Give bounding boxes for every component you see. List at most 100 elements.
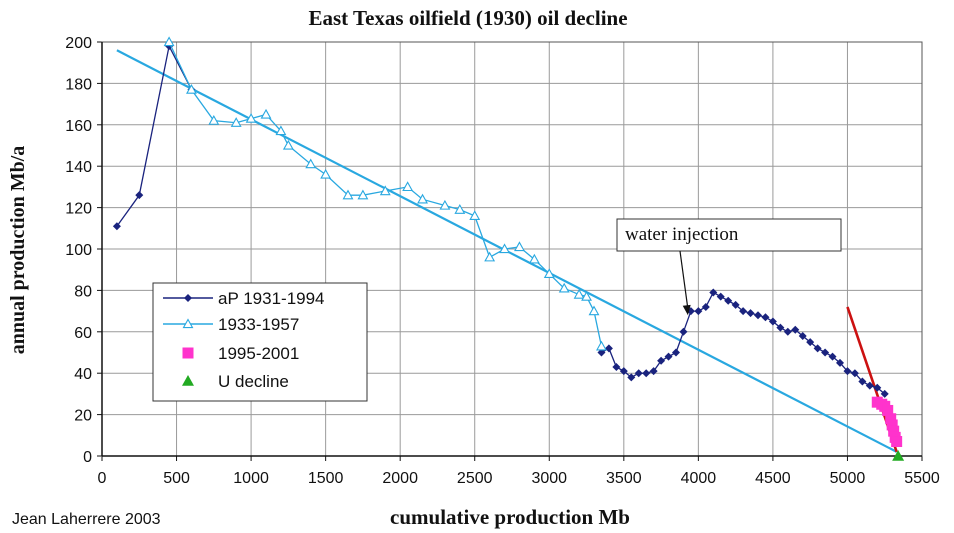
data-point [619,367,628,376]
y-tick-label: 40 [74,366,92,383]
legend-marker [182,318,194,329]
data-point [275,125,287,136]
y-tick-label: 60 [74,325,92,342]
y-tick-labels: 0 20 40 60 80 100 120 140 160 180 200 [65,35,92,466]
x-tick-label: 1000 [233,470,269,487]
data-point [886,419,898,431]
x-tick-label: 0 [98,470,107,487]
series-line [116,44,193,227]
y-tick-label: 180 [65,76,92,93]
legend-marker [182,347,194,359]
data-point [731,300,740,309]
data-point [230,117,242,127]
data-point [642,369,651,378]
data-point [709,288,718,297]
legend-entry: U decline [182,372,289,391]
series-1 [112,42,889,398]
data-point [701,302,710,311]
data-point [885,413,897,425]
data-point [880,389,889,398]
data-point [597,348,606,357]
x-tick-label: 3500 [606,470,642,487]
series-3 [871,396,903,448]
data-series [112,36,905,461]
data-point [836,358,844,367]
data-point [679,327,688,336]
data-point [379,185,391,196]
data-point [454,204,466,214]
data-point [543,268,555,278]
annotation-text: water injection [625,224,739,245]
x-tick-label: 5000 [830,470,866,487]
data-point [573,288,585,299]
data-point [634,369,643,378]
data-point [402,181,414,192]
y-axis-label: annual production Mb/a [7,146,29,355]
data-point [850,369,859,378]
series-4 [892,450,905,461]
credit-text: Jean Laherrere 2003 [12,511,161,528]
data-point [320,168,332,179]
x-tick-label: 500 [163,470,190,487]
data-point [664,352,673,361]
data-point [843,367,852,376]
data-point [417,193,428,204]
y-tick-label: 160 [65,118,92,135]
x-tick-label: 2000 [382,470,418,487]
y-tick-label: 120 [65,201,92,218]
data-point [469,210,481,221]
data-point [588,305,600,316]
data-point [891,436,903,448]
data-point [208,115,220,125]
data-point [649,367,658,376]
data-point [163,36,175,47]
data-point [821,348,830,357]
data-point [627,373,636,382]
data-point [806,338,815,347]
annotation-arrow [679,250,689,310]
x-tick-labels: 0 500 1000 1500 2000 2500 3000 3500 4000 4500 5000… [98,470,940,487]
data-point [783,327,792,336]
data-point [892,450,905,461]
x-tick-label: 4000 [681,470,717,487]
data-point [581,290,592,301]
data-point [672,348,680,357]
legend-entry: 1933-1957 [163,315,299,334]
legend-label: U decline [218,372,289,391]
data-point [791,325,800,334]
y-tick-label: 100 [65,242,92,259]
data-point [865,381,874,390]
data-point [596,340,607,351]
data-point [724,296,733,305]
legend-label: 1933-1957 [218,315,299,334]
data-point [135,191,144,200]
legend-label: aP 1931-1994 [218,289,325,308]
data-point [439,199,451,210]
x-tick-label: 5500 [904,470,940,487]
legend-label: 1995-2001 [218,344,299,363]
data-point [873,383,882,392]
data-point [798,331,807,340]
data-point [657,356,666,365]
y-tick-label: 20 [74,408,92,425]
data-point [245,112,257,123]
data-point [754,311,762,320]
x-tick-label: 2500 [457,470,493,487]
x-tick-label: 3000 [531,470,567,487]
data-point [716,292,725,301]
legend: aP 1931-1994 1933-1957 1995-2001 U decline [152,282,368,402]
data-point [514,241,525,252]
data-point [528,253,540,264]
data-point [739,307,748,316]
data-point [776,323,785,332]
data-point [558,282,570,293]
annotation-arrowhead [682,304,691,316]
data-point [357,189,369,200]
legend-marker [184,294,192,302]
y-tick-label: 200 [65,35,92,52]
data-point [342,189,354,200]
legend-entry: aP 1931-1994 [163,289,325,308]
data-point [882,404,894,416]
data-point [694,307,703,316]
